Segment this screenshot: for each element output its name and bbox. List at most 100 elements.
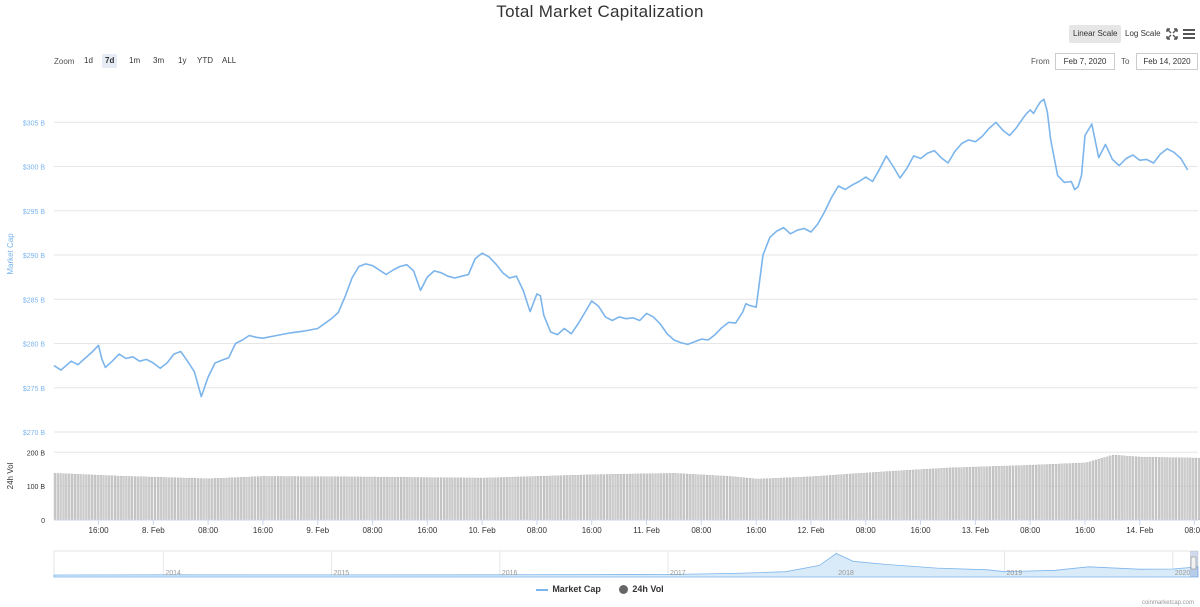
volume-bar: [585, 474, 588, 521]
zoom-1y-button[interactable]: 1y: [178, 56, 187, 65]
volume-bar: [840, 474, 843, 521]
y-tick-label: 200 B: [27, 450, 46, 457]
volume-bar: [926, 469, 929, 521]
volume-bar: [1094, 459, 1097, 521]
volume-bar: [199, 478, 202, 521]
volume-bar: [720, 475, 723, 521]
legend-24h-vol[interactable]: 24h Vol: [619, 584, 664, 595]
volume-bar: [1014, 465, 1017, 521]
volume-bar: [296, 476, 300, 521]
volume-bar: [128, 476, 131, 521]
volume-bars: [53, 454, 1200, 521]
volume-bar: [694, 474, 697, 521]
y-tick-label: $285 B: [23, 297, 46, 304]
volume-bar: [193, 478, 197, 521]
fullscreen-icon[interactable]: [1165, 27, 1179, 41]
volume-bar: [577, 474, 580, 521]
x-tick-label: 08:00: [363, 526, 384, 535]
volume-bar: [723, 475, 726, 521]
menu-icon[interactable]: [1182, 27, 1196, 41]
volume-bar: [611, 474, 614, 521]
volume-bar: [482, 477, 485, 521]
volume-bar: [119, 475, 122, 521]
navigator-x-label: 2016: [502, 570, 518, 577]
volume-bar: [906, 470, 909, 521]
zoom-all-button[interactable]: ALL: [222, 56, 237, 65]
volume-bar: [771, 478, 774, 521]
volume-bar: [969, 467, 972, 521]
volume-bar: [262, 476, 265, 521]
volume-bar: [542, 475, 546, 521]
volume-bar: [1100, 458, 1103, 521]
volume-bar: [454, 477, 457, 521]
volume-bar: [891, 471, 894, 521]
to-date-input[interactable]: Feb 14, 2020: [1136, 53, 1198, 70]
volume-bar: [1160, 457, 1163, 521]
market-cap-axis-label: Market Cap: [6, 233, 15, 275]
volume-bar: [574, 475, 577, 521]
volume-bar: [508, 477, 511, 521]
volume-bar: [268, 476, 271, 521]
log-scale-button[interactable]: Log Scale: [1125, 29, 1161, 38]
circle-marker-icon: [619, 585, 629, 595]
volume-bar: [311, 476, 314, 521]
volume-bar: [1072, 463, 1075, 521]
zoom-1m-button[interactable]: 1m: [129, 56, 141, 65]
volume-bar: [897, 470, 900, 521]
navigator-handle[interactable]: [1190, 556, 1197, 570]
volume-bar: [949, 467, 952, 521]
zoom-3m-button[interactable]: 3m: [153, 56, 165, 65]
volume-bar: [754, 478, 757, 521]
volume-bar: [1183, 457, 1186, 521]
volume-bar: [640, 473, 643, 521]
volume-bar: [1189, 457, 1192, 521]
volume-bar: [991, 466, 995, 521]
volume-bar: [168, 477, 171, 521]
zoom-1d-button[interactable]: 1d: [84, 56, 93, 65]
volume-bar: [85, 474, 88, 521]
volume-bar: [1023, 465, 1026, 521]
volume-bar: [68, 473, 71, 521]
volume-bar: [153, 477, 157, 521]
volume-bar: [860, 473, 863, 521]
zoom-ytd-button[interactable]: YTD: [197, 56, 213, 65]
navigator-x-label: 2015: [334, 570, 350, 577]
y-tick-label: $275 B: [23, 386, 46, 393]
volume-bar: [334, 476, 337, 521]
volume-bar: [637, 473, 640, 521]
volume-bar: [1140, 456, 1143, 521]
linear-scale-button[interactable]: Linear Scale: [1069, 25, 1122, 43]
volume-bar: [1074, 463, 1077, 521]
volume-bar: [328, 476, 331, 521]
x-tick-label: 16:00: [253, 526, 274, 535]
volume-bar: [703, 474, 706, 521]
volume-bar: [894, 470, 897, 521]
legend-market-cap[interactable]: Market Cap: [536, 584, 601, 594]
volume-bar: [176, 477, 179, 521]
volume-bar: [1097, 458, 1100, 521]
zoom-7d-button[interactable]: 7d: [102, 54, 118, 68]
volume-bar: [588, 474, 591, 521]
volume-bar: [734, 476, 737, 521]
volume-bar: [980, 466, 983, 521]
volume-bar: [165, 477, 168, 521]
volume-bar: [857, 473, 860, 521]
volume-bar: [748, 478, 751, 521]
from-date-input[interactable]: Feb 7, 2020: [1055, 53, 1115, 70]
volume-bar: [500, 477, 503, 521]
volume-bar: [136, 476, 139, 521]
volume-bar: [783, 477, 786, 521]
volume-bar: [1034, 464, 1037, 521]
volume-bar: [1069, 463, 1072, 521]
volume-bar: [1009, 465, 1012, 521]
volume-bar: [877, 471, 880, 521]
volume-bar: [251, 476, 254, 521]
volume-bar: [1117, 455, 1120, 521]
x-tick-label: 16:00: [89, 526, 110, 535]
volume-bar: [1123, 455, 1126, 521]
volume-bar: [731, 476, 734, 521]
volume-bar: [765, 478, 769, 521]
volume-bar: [826, 475, 829, 521]
volume-bar: [1166, 457, 1169, 521]
volume-bar: [663, 473, 666, 521]
